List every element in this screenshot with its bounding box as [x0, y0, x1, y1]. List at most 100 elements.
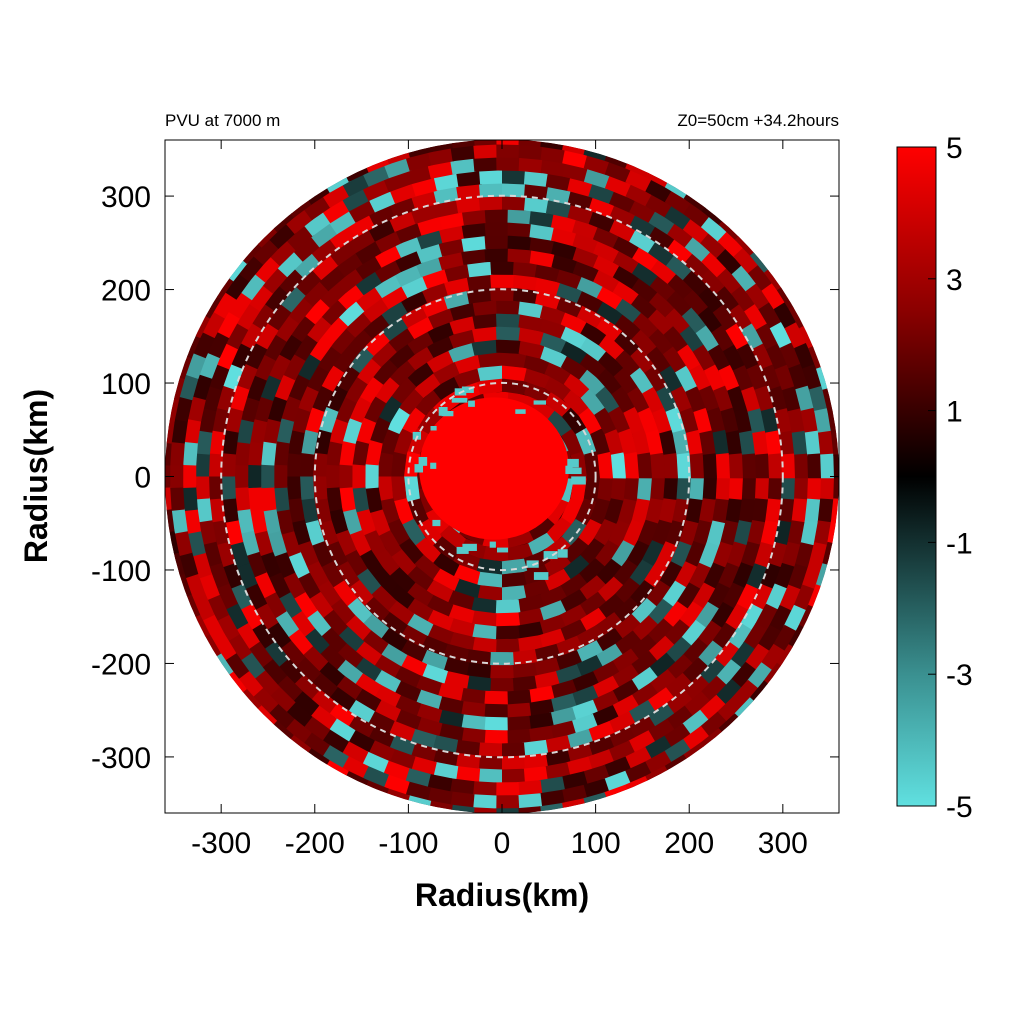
- field-cell: [425, 773, 453, 792]
- field-cell: [352, 462, 366, 489]
- field-cell: [277, 657, 304, 684]
- field-cell: [595, 628, 623, 653]
- field-cell: [236, 417, 255, 444]
- field-cell: [570, 685, 599, 707]
- field-cell: [338, 462, 353, 489]
- field-cell: [479, 170, 504, 185]
- field-cell: [493, 599, 521, 614]
- field-cell: [700, 216, 729, 243]
- field-cell: [355, 507, 376, 536]
- colorbar-tick-label: -3: [946, 659, 973, 692]
- field-cell: [399, 654, 428, 677]
- field-cell: [784, 322, 808, 350]
- field-cell: [267, 302, 293, 331]
- field-cell: [379, 642, 408, 667]
- field-cell: [575, 640, 604, 664]
- core-eddy: [515, 409, 526, 414]
- field-cell: [529, 223, 556, 241]
- field-cell: [438, 524, 466, 551]
- field-cell: [747, 408, 766, 435]
- field-cell: [682, 674, 710, 701]
- field-cell: [739, 430, 756, 457]
- field-cell: [397, 536, 424, 565]
- field-cell: [318, 643, 346, 671]
- field-cell: [192, 593, 215, 621]
- field-cell: [692, 519, 713, 548]
- field-cell: [665, 307, 692, 336]
- field-cell: [310, 671, 338, 698]
- field-cell: [604, 140, 632, 155]
- colorbar-tick-label: 5: [946, 132, 963, 165]
- field-cell: [206, 253, 232, 281]
- field-cell: [165, 550, 171, 578]
- field-cell: [793, 584, 815, 612]
- core-eddy: [565, 465, 573, 475]
- field-cell: [725, 498, 743, 525]
- x-tick-label: 300: [758, 827, 808, 860]
- field-cell: [700, 233, 728, 260]
- field-cell: [703, 364, 727, 393]
- field-cell: [454, 766, 481, 783]
- field-cell: [470, 623, 497, 640]
- field-cell: [502, 196, 527, 211]
- field-cell: [254, 602, 279, 630]
- field-cell: [381, 315, 410, 341]
- field-cell: [545, 199, 573, 219]
- field-cell: [728, 453, 744, 479]
- field-cell: [583, 140, 611, 148]
- field-cell: [229, 540, 250, 568]
- field-cell: [207, 330, 230, 359]
- field-cell: [280, 285, 307, 313]
- field-cell: [184, 507, 201, 534]
- field-cell: [416, 229, 444, 250]
- field-cell: [353, 656, 382, 682]
- field-cell: [597, 476, 614, 504]
- field-cell: [245, 341, 268, 370]
- field-cell: [471, 339, 499, 356]
- field-cell: [230, 341, 254, 370]
- field-cell: [538, 628, 566, 649]
- field-cell: [560, 340, 590, 365]
- field-cell: [792, 282, 817, 311]
- field-cell: [617, 498, 638, 527]
- field-cell: [579, 538, 606, 566]
- field-cell: [353, 687, 382, 712]
- field-cell: [453, 367, 482, 389]
- field-cell: [366, 710, 395, 734]
- field-cell: [208, 474, 223, 500]
- field-cell: [482, 703, 508, 718]
- field-cell: [594, 407, 618, 436]
- field-cell: [676, 452, 692, 479]
- field-cell: [372, 653, 401, 679]
- field-cell: [444, 263, 471, 282]
- field-cell: [629, 215, 657, 239]
- field-cell: [664, 190, 693, 215]
- field-cell: [312, 450, 328, 477]
- field-cell: [647, 598, 674, 626]
- field-cell: [425, 609, 454, 632]
- field-cell: [655, 541, 679, 570]
- field-cell: [427, 321, 456, 344]
- field-cell: [373, 669, 401, 693]
- field-cell: [544, 735, 571, 754]
- field-cell: [523, 367, 553, 389]
- field-cell: [358, 548, 384, 577]
- field-cell: [740, 541, 761, 569]
- field-cell: [455, 196, 482, 214]
- field-cell: [250, 204, 278, 231]
- field-cell: [239, 651, 266, 679]
- field-cell: [421, 295, 450, 318]
- field-cell: [263, 639, 290, 668]
- field-cell: [575, 625, 604, 649]
- field-cell: [500, 572, 527, 588]
- field-cell: [733, 247, 760, 275]
- field-cell: [560, 355, 590, 381]
- field-cell: [459, 687, 486, 705]
- field-cell: [774, 364, 796, 392]
- field-cell: [185, 351, 207, 379]
- field-cell: [222, 362, 244, 390]
- field-cell: [208, 451, 223, 477]
- field-cell: [273, 462, 288, 489]
- field-cell: [300, 428, 319, 455]
- field-cell: [262, 266, 289, 294]
